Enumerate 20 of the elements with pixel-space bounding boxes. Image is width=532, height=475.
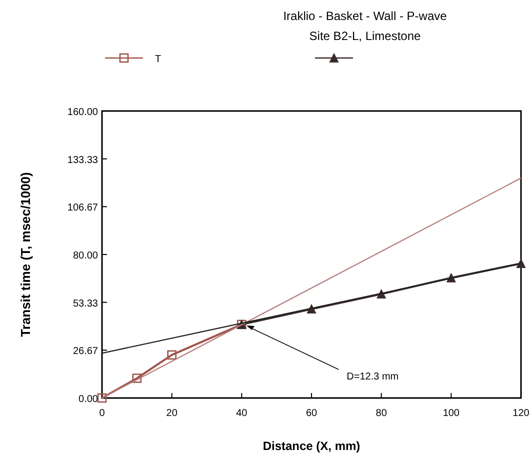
- chart-title: Iraklio - Basket - Wall - P-wave: [283, 9, 448, 23]
- x-tick-label: 60: [306, 408, 318, 419]
- y-tick-label: 80.00: [72, 250, 98, 262]
- x-tick-label: 0: [99, 408, 106, 419]
- y-tick-label: 133.33: [67, 154, 98, 166]
- y-tick-label: 106.67: [67, 202, 98, 214]
- x-tick-label: 100: [442, 408, 460, 419]
- x-tick-label: 40: [236, 408, 248, 419]
- x-tick-label: 20: [166, 408, 178, 419]
- chart-subtitle: Site B2-L, Limestone: [309, 29, 422, 43]
- x-tick-label: 80: [376, 408, 388, 419]
- y-tick-label: 53.33: [72, 298, 98, 310]
- x-axis-title: Distance (X, mm): [262, 439, 360, 453]
- x-tick-label: 120: [512, 408, 530, 419]
- y-tick-label: 26.67: [72, 346, 98, 358]
- legend-label: T: [155, 54, 162, 65]
- y-axis-title: Transit time (T, msec/1000): [18, 172, 33, 337]
- y-tick-label: 160.00: [67, 107, 98, 118]
- annotation: D=12.3 mm: [346, 371, 399, 382]
- y-tick-label: 0.00: [78, 394, 98, 405]
